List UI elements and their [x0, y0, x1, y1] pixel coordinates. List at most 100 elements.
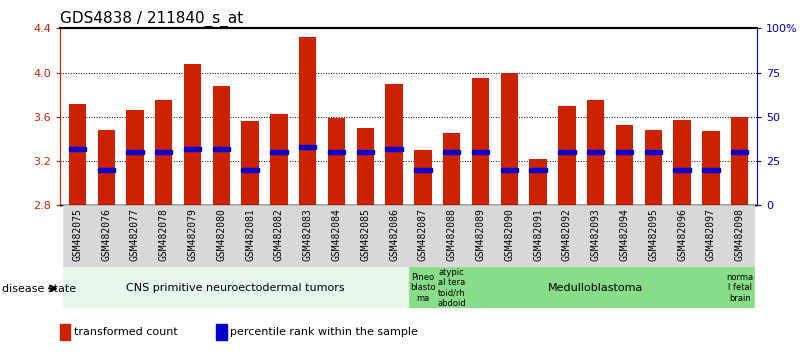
- Bar: [731, 117, 748, 205]
- Text: GSM482097: GSM482097: [706, 209, 716, 261]
- Bar: [674, 120, 690, 205]
- Bar: [328, 118, 345, 205]
- Bar: [582, 205, 610, 267]
- Text: GSM482090: GSM482090: [505, 209, 514, 261]
- Bar: [98, 130, 115, 205]
- Bar: [702, 131, 719, 205]
- Bar: [610, 205, 639, 267]
- Bar: [241, 121, 259, 205]
- Text: percentile rank within the sample: percentile rank within the sample: [230, 327, 418, 337]
- Text: GSM482094: GSM482094: [619, 209, 630, 261]
- Bar: [385, 84, 403, 205]
- Bar: [98, 168, 115, 172]
- Bar: [725, 267, 754, 308]
- Text: GSM482096: GSM482096: [677, 209, 687, 261]
- Text: atypic
al tera
toid/rh
abdoid: atypic al tera toid/rh abdoid: [437, 268, 466, 308]
- Text: norma
l fetal
brain: norma l fetal brain: [726, 273, 753, 303]
- Bar: [437, 267, 466, 308]
- Bar: [155, 100, 172, 205]
- Bar: [127, 150, 143, 154]
- Bar: [414, 168, 432, 172]
- Bar: [184, 147, 201, 151]
- Text: GSM482083: GSM482083: [303, 209, 312, 261]
- Bar: [356, 128, 374, 205]
- Bar: [472, 78, 489, 205]
- Bar: [558, 106, 576, 205]
- Bar: [501, 73, 518, 205]
- Bar: [270, 150, 288, 154]
- Bar: [587, 150, 604, 154]
- Text: GSM482076: GSM482076: [101, 209, 111, 261]
- Text: GDS4838 / 211840_s_at: GDS4838 / 211840_s_at: [60, 11, 244, 27]
- Bar: [702, 168, 719, 172]
- Bar: [69, 104, 86, 205]
- Text: GSM482084: GSM482084: [332, 209, 341, 261]
- Text: GSM482093: GSM482093: [590, 209, 601, 261]
- Text: GSM482082: GSM482082: [274, 209, 284, 261]
- Bar: [645, 130, 662, 205]
- Bar: [155, 150, 172, 154]
- Text: GSM482085: GSM482085: [360, 209, 370, 261]
- Bar: [63, 205, 92, 267]
- Text: GSM482089: GSM482089: [476, 209, 485, 261]
- Bar: [639, 205, 668, 267]
- Bar: [241, 168, 259, 172]
- Bar: [616, 125, 633, 205]
- Text: GSM482091: GSM482091: [533, 209, 543, 261]
- Text: GSM482087: GSM482087: [418, 209, 428, 261]
- Bar: [668, 205, 697, 267]
- Bar: [409, 267, 437, 308]
- Bar: [207, 205, 235, 267]
- Bar: [120, 205, 149, 267]
- Bar: [466, 267, 725, 308]
- Bar: [270, 114, 288, 205]
- Bar: [697, 205, 725, 267]
- Bar: [409, 205, 437, 267]
- Bar: [356, 150, 374, 154]
- Bar: [466, 205, 495, 267]
- Text: disease state: disease state: [2, 284, 76, 293]
- Bar: [385, 147, 403, 151]
- Text: transformed count: transformed count: [74, 327, 178, 337]
- Bar: [69, 147, 86, 151]
- Bar: [299, 145, 316, 149]
- Bar: [472, 150, 489, 154]
- Text: Pineo
blasto
ma: Pineo blasto ma: [410, 273, 436, 303]
- Text: GSM482080: GSM482080: [216, 209, 227, 261]
- Bar: [92, 205, 120, 267]
- Bar: [501, 168, 518, 172]
- Text: GSM482077: GSM482077: [130, 209, 140, 261]
- Bar: [616, 150, 633, 154]
- Bar: [213, 86, 230, 205]
- Bar: [149, 205, 178, 267]
- Bar: [127, 110, 143, 205]
- Bar: [725, 205, 754, 267]
- Bar: [213, 147, 230, 151]
- Bar: [495, 205, 524, 267]
- Bar: [299, 37, 316, 205]
- Bar: [414, 150, 432, 205]
- Bar: [553, 205, 582, 267]
- Text: GSM482098: GSM482098: [735, 209, 745, 261]
- Text: GSM482086: GSM482086: [389, 209, 399, 261]
- Text: Medulloblastoma: Medulloblastoma: [548, 282, 643, 293]
- Bar: [443, 133, 461, 205]
- Bar: [731, 150, 748, 154]
- Bar: [293, 205, 322, 267]
- Bar: [63, 267, 409, 308]
- Bar: [443, 150, 461, 154]
- Bar: [351, 205, 380, 267]
- Bar: [235, 205, 264, 267]
- Bar: [184, 64, 201, 205]
- Text: GSM482078: GSM482078: [159, 209, 169, 261]
- Bar: [524, 205, 553, 267]
- Bar: [178, 205, 207, 267]
- Bar: [328, 150, 345, 154]
- Bar: [437, 205, 466, 267]
- Text: GSM482075: GSM482075: [72, 209, 83, 261]
- Text: GSM482095: GSM482095: [648, 209, 658, 261]
- Bar: [380, 205, 409, 267]
- Bar: [322, 205, 351, 267]
- Bar: [587, 100, 604, 205]
- Bar: [645, 150, 662, 154]
